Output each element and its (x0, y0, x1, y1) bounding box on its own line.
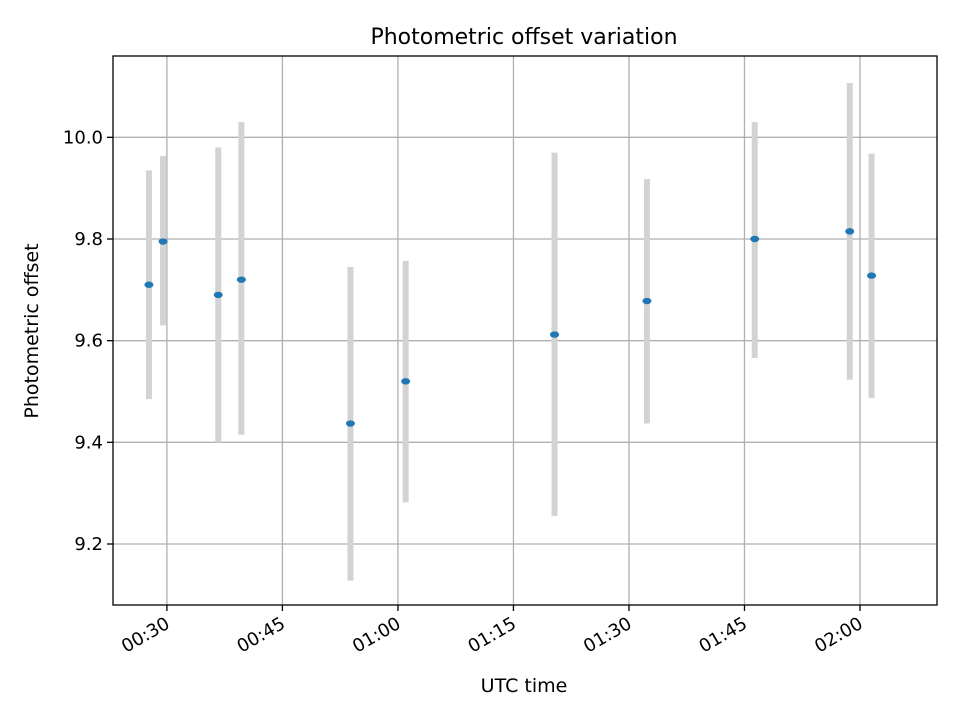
data-point (867, 272, 877, 279)
data-point (550, 331, 560, 338)
y-tick-label: 9.4 (74, 432, 103, 453)
y-tick-label: 9.2 (74, 534, 103, 555)
data-points (144, 228, 877, 427)
data-point (345, 420, 355, 427)
data-point (750, 235, 760, 243)
data-point (213, 291, 223, 299)
data-point (642, 297, 652, 305)
x-axis-label: UTC time (481, 675, 568, 697)
grid-lines (113, 56, 937, 605)
data-point (158, 238, 168, 245)
y-tick-label: 9.6 (74, 331, 103, 352)
chart-title: Photometric offset variation (370, 25, 677, 50)
plot-area-frame (112, 55, 938, 606)
data-point (144, 281, 154, 288)
data-point (401, 378, 411, 385)
y-axis-ticks: 9.2 9.4 9.6 9.8 10.0 (63, 127, 113, 555)
data-point (845, 228, 855, 235)
y-tick-label: 10.0 (63, 127, 103, 148)
y-axis-label: Photometric offset (21, 243, 43, 418)
y-tick-label: 9.8 (74, 229, 103, 250)
data-point (236, 276, 246, 283)
